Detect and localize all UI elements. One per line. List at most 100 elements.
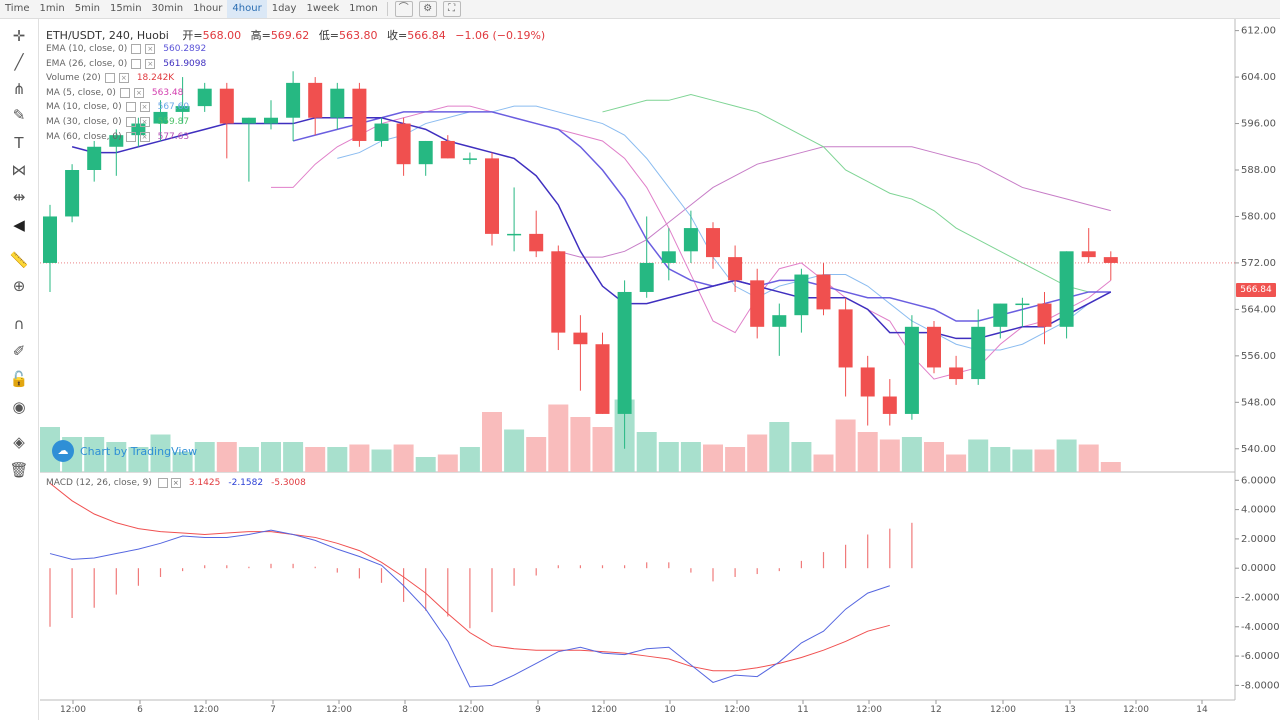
indicator-label[interactable]: MA (10, close, 0) [46, 102, 122, 113]
timeframe-4hour[interactable]: 4hour [227, 0, 267, 18]
volume-bar [106, 442, 127, 472]
candle-body [264, 117, 278, 124]
timeframe-5min[interactable]: 5min [74, 3, 100, 14]
macd-tick-label: -4.0000 [1241, 622, 1280, 633]
fullscreen-icon[interactable]: ⛶ [442, 1, 461, 17]
tradingview-watermark[interactable]: ☁ Chart by TradingView [52, 440, 197, 462]
settings-icon[interactable] [125, 102, 136, 113]
prediction-icon[interactable]: ⇹ [12, 188, 26, 206]
drawing-toolbar: ✛ ╱ ⋔ ✎ T ⋈ ⇹ ◀ 📏 ⊕ ∩ ✐ 🔓 ◉ ◈ 🗑 [0, 19, 39, 720]
timeframe-1day[interactable]: 1day [271, 3, 297, 14]
settings-icon[interactable] [119, 87, 130, 98]
crosshair-icon[interactable]: ✛ [12, 27, 26, 45]
indicator-label[interactable]: EMA (10, close, 0) [46, 44, 128, 54]
volume-bar [305, 447, 326, 472]
time-tick-label: 12:00 [856, 705, 882, 715]
price-tick-label: 580.00 [1241, 211, 1276, 222]
indicator-label[interactable]: MA (60, close, 0) [46, 131, 122, 142]
volume-bar [924, 442, 944, 472]
close-icon[interactable]: × [145, 58, 156, 69]
volume-bar [901, 437, 922, 472]
volume-bar [725, 447, 746, 472]
ruler-icon[interactable]: 📏 [9, 251, 29, 269]
indicator-value: 577.63 [157, 131, 190, 142]
unlock-icon[interactable]: 🔓 [9, 370, 29, 388]
volume-bar [813, 454, 834, 472]
settings-icon[interactable] [104, 73, 115, 84]
trend-line-icon[interactable]: ╱ [14, 53, 24, 71]
volume-bar [946, 454, 967, 472]
time-tick-label: 12:00 [458, 705, 484, 715]
magnet-icon[interactable]: ∩ [13, 315, 25, 333]
timeframe-30min[interactable]: 30min [151, 3, 184, 14]
volume-bar [990, 447, 1011, 472]
candle-body [286, 82, 301, 118]
candle-body [617, 291, 632, 414]
pitchfork-icon[interactable]: ⋔ [12, 80, 26, 98]
indicator-label[interactable]: EMA (26, close, 0) [46, 58, 128, 69]
settings-icon[interactable] [125, 117, 136, 127]
candle-body [573, 332, 588, 345]
close-icon[interactable]: × [170, 478, 181, 488]
settings-icon[interactable] [125, 131, 136, 142]
open-value: 568.00 [202, 29, 242, 42]
brush-icon[interactable]: ✎ [12, 106, 26, 124]
candle-body [109, 135, 124, 147]
pattern-icon[interactable]: ⋈ [11, 161, 27, 179]
timeframe-1mon[interactable]: 1mon [349, 3, 378, 14]
volume-bar [791, 442, 812, 472]
close-icon[interactable]: × [139, 131, 150, 142]
trash-icon[interactable]: 🗑 [9, 461, 29, 479]
settings-icon[interactable] [131, 44, 142, 54]
candle-body [661, 251, 676, 263]
settings-icon[interactable] [131, 58, 142, 69]
timeframe-1hour[interactable]: 1hour [193, 3, 223, 14]
ma5-line [271, 105, 1112, 380]
indicator-legend: Volume (20) × 18.242K [46, 73, 174, 84]
indicator-label[interactable]: MA (30, close, 0) [46, 117, 122, 127]
indicator-value: 559.87 [157, 117, 190, 127]
timeframe-1min[interactable]: 1min [39, 3, 65, 14]
volume-bar [371, 449, 392, 472]
indicator-label[interactable]: Volume (20) [46, 73, 101, 84]
close-icon[interactable]: × [139, 117, 150, 127]
volume-bar [1012, 449, 1033, 472]
text-icon[interactable]: T [14, 134, 24, 152]
close-icon[interactable]: × [139, 102, 150, 113]
macd-tick-label: -2.0000 [1241, 592, 1280, 603]
candle-body [374, 123, 389, 141]
eye-icon[interactable]: ◉ [12, 398, 26, 416]
indicator-legend: MA (60, close, 0) × 577.63 [46, 131, 190, 142]
macd-label[interactable]: MACD (12, 26, close, 9) [46, 478, 152, 488]
ema26-line [292, 111, 1111, 322]
close-icon[interactable]: × [133, 87, 144, 98]
settings-icon[interactable]: ⚙ [418, 1, 437, 17]
candle-body [683, 228, 698, 252]
layers-icon[interactable]: ◈ [13, 433, 25, 451]
timeframe-1week[interactable]: 1week [306, 3, 340, 14]
settings-icon[interactable] [157, 478, 168, 488]
watermark-text: Chart by TradingView [80, 444, 198, 458]
close-value: 566.84 [407, 29, 446, 42]
lock-drawing-icon[interactable]: ✐ [12, 342, 26, 360]
close-icon[interactable]: × [145, 44, 156, 54]
candle-body [927, 326, 941, 368]
time-tick-label: 6 [137, 705, 143, 715]
volume-bar [1078, 444, 1099, 472]
timeframe-15min[interactable]: 15min [109, 3, 142, 14]
symbol-label[interactable]: ETH/USDT, 240, Huobi [46, 29, 169, 42]
macd-tick-label: 2.0000 [1241, 534, 1276, 545]
volume-bar [504, 429, 525, 472]
time-tick-label: 8 [402, 705, 408, 715]
indicator-label[interactable]: MA (5, close, 0) [46, 87, 116, 98]
macd-legend: MACD (12, 26, close, 9) × 3.1425 -2.1582… [46, 478, 306, 488]
close-icon[interactable]: × [118, 73, 129, 84]
candle-body [949, 367, 964, 380]
line-chart-icon[interactable]: ⌒ [394, 1, 413, 17]
candle-body [794, 274, 809, 316]
timeframe-time[interactable]: Time [5, 3, 30, 14]
zoom-in-icon[interactable]: ⊕ [12, 277, 26, 295]
back-arrow-icon[interactable]: ◀ [13, 216, 25, 234]
time-tick-label: 12:00 [326, 705, 352, 715]
